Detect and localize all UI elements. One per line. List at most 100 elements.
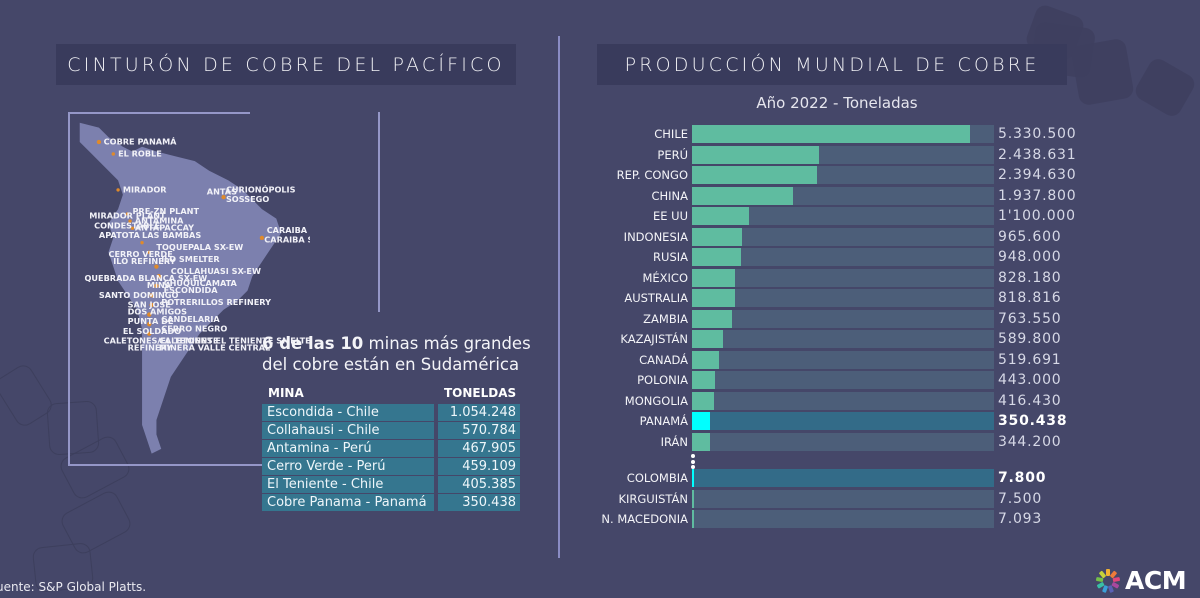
bar-row: RUSIA 948.000 (600, 247, 1070, 267)
bar-track (692, 489, 994, 508)
bar-row: KAZAJISTÁN 589.800 (600, 329, 1070, 349)
bar-category-label: MÉXICO (642, 270, 688, 285)
mine-name: Collahausi - Chile (262, 422, 434, 439)
map-label: CERRO VERDE (108, 249, 172, 259)
map-label: CANDELARIA (161, 314, 220, 324)
bar-track (692, 166, 994, 184)
bar (692, 227, 743, 246)
bar-category-label: PERÚ (657, 147, 688, 162)
chart-subtitle: Año 2022 - Toneladas (756, 94, 918, 112)
bar-value-label: 416.430 (998, 392, 1062, 409)
table-row: Escondida - Chile 1.054.248 (262, 404, 520, 422)
table-row: Cobre Panama - Panamá 350.438 (262, 494, 520, 512)
map-label: ANTAS (207, 187, 237, 197)
map-label: PUNTA DE (128, 316, 174, 326)
mine-tons: 405.385 (438, 476, 520, 493)
mines-table-header: MINA TONELDAS (262, 386, 520, 404)
copper-production-chart: CHILE 5.330.500 PERÚ 2.438.631 REP. CONGO 2.3… (600, 124, 1076, 536)
map-label: ILO REFINERY (113, 256, 175, 266)
acm-logo: ACM (1095, 566, 1187, 595)
logo-text: ACM (1125, 566, 1187, 595)
bar-row: CHINA 1.937.800 (600, 186, 1076, 206)
mine-name: Cerro Verde - Perú (262, 458, 434, 475)
bar-row: INDONESIA 965.600 (600, 227, 1070, 247)
bar-track (692, 289, 994, 307)
map-labels: COBRE PANAMÁ EL ROBLE MIRADOR ANTAS CURI… (85, 135, 310, 352)
bar-category-label: ZAMBIA (643, 311, 688, 326)
bar-value-label: 344.200 (998, 433, 1062, 450)
mines-headline: 6 de las 10 minas más grandes del cobre … (262, 333, 552, 375)
map-label: EL SOLDADO (123, 326, 181, 336)
bar-category-label: AUSTRALIA (624, 291, 688, 305)
bar-value-label: 519.691 (998, 351, 1062, 368)
map-label: CHUQUICAMATA (164, 278, 238, 288)
bar-track (692, 412, 994, 430)
bar-track (692, 207, 994, 225)
bar (692, 248, 742, 266)
mine-name: Cobre Panama - Panamá (262, 494, 434, 511)
bar-value-label: 7.500 (998, 490, 1043, 507)
bar-category-label: REP. CONGO (616, 168, 688, 182)
table-row: El Teniente - Chile 405.385 (262, 476, 520, 494)
mine-tons: 1.054.248 (438, 404, 520, 421)
map-label: CURIONÓPOLIS (226, 183, 296, 194)
bar-value-label: 828.180 (998, 269, 1062, 286)
map-label: CARAIBA SMELTER (264, 235, 310, 245)
bar-value-label: 7.093 (998, 511, 1043, 527)
map-label: ANTAMINA (135, 215, 184, 225)
bar-category-label: INDONESIA (623, 229, 688, 244)
decorative-shape (1132, 55, 1198, 120)
map-label: POTRERILLOS REFINERY (161, 297, 271, 307)
bar-value-label: 7.800 (998, 470, 1047, 486)
logo-flower-icon (1095, 568, 1121, 593)
bar-value-label: 589.800 (998, 331, 1062, 347)
bar-row: CHILE 5.330.500 (600, 124, 1076, 144)
axis-break-ellipsis (691, 454, 695, 471)
bar (692, 510, 694, 528)
map-label: QUEBRADA BLANCA SX-EW (85, 273, 208, 283)
bar-value-label: 1'100.000 (998, 208, 1076, 224)
bar-category-label: MONGOLIA (624, 393, 688, 408)
bar-category-label: CHINA (651, 188, 688, 203)
bar-value-label: 350.438 (998, 413, 1068, 429)
mine-tons: 467.905 (438, 440, 520, 457)
bar-row: AUSTRALIA 818.816 (600, 288, 1070, 308)
bar-value-label: 763.550 (998, 310, 1062, 327)
map-label: ILO SMELTER (161, 254, 220, 264)
bar-row: CANADÁ 519.691 (600, 350, 1070, 370)
map-frame (68, 112, 380, 466)
map-label: APATOTA (99, 230, 141, 240)
bar (692, 145, 819, 164)
bar-row: ZAMBIA 763.550 (600, 309, 1070, 329)
bar-row: COLOMBIA 7.800 (600, 468, 1070, 488)
bar (692, 309, 732, 328)
mines-table: MINA TONELDAS Escondida - Chile 1.054.24… (262, 386, 520, 512)
map-label: MIRADOR PLANT (89, 211, 166, 221)
map-label: ESCONDIDA (164, 285, 219, 295)
mine-name: El Teniente - Chile (262, 476, 434, 493)
source-note: uente: S&P Global Platts. (0, 580, 147, 594)
bar (692, 489, 694, 508)
map-label: COLLAHUASI SX-EW (171, 266, 261, 276)
map-label: REFINERY (128, 343, 173, 353)
headline-text: minas más grandes (363, 334, 531, 353)
bar-category-label: PANAMÁ (639, 414, 688, 428)
column-header-tons: TONELDAS (444, 386, 517, 400)
bar-category-label: CHILE (654, 127, 688, 141)
bar-row: MONGOLIA 416.430 (600, 391, 1070, 411)
map-label: COBRE PANAMÁ (104, 135, 177, 146)
bar (692, 289, 735, 307)
bar (692, 432, 710, 451)
bar-track (692, 330, 994, 348)
panel-divider (558, 36, 560, 558)
bar-category-label: COLOMBIA (626, 471, 688, 485)
bar-category-label: EE UU (652, 209, 688, 223)
bar (692, 268, 736, 287)
map-label: EL ROBLE (118, 148, 162, 158)
bar-value-label: 818.816 (998, 290, 1062, 306)
map-label: DOS AMIGOS (128, 307, 187, 317)
bar (692, 391, 714, 410)
decorative-shape (1070, 37, 1135, 107)
left-panel-title: CINTURÓN DE COBRE DEL PACÍFICO (56, 44, 516, 85)
bar-track (692, 145, 994, 164)
